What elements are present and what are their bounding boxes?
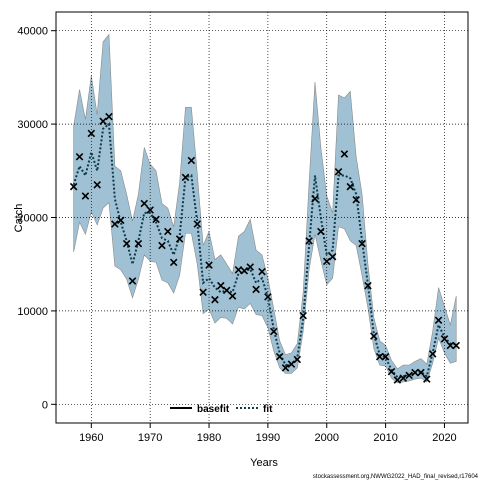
observed-point bbox=[346, 182, 355, 191]
observed-point bbox=[234, 266, 243, 274]
observed-point bbox=[305, 237, 313, 245]
confidence-band bbox=[73, 33, 457, 384]
observed-point bbox=[181, 173, 190, 182]
observed-point bbox=[217, 281, 225, 290]
confidence-band-layer bbox=[73, 33, 457, 384]
observed-point bbox=[152, 215, 160, 224]
observed-point bbox=[258, 267, 266, 276]
observed-point bbox=[287, 360, 296, 368]
x-tick-label: 1970 bbox=[138, 432, 162, 444]
observed-point bbox=[270, 327, 278, 336]
x-tick-label: 2020 bbox=[432, 432, 456, 444]
x-tick-label: 1960 bbox=[79, 432, 103, 444]
observed-point bbox=[158, 241, 166, 250]
observed-point bbox=[69, 182, 78, 191]
observed-markers bbox=[69, 112, 460, 384]
x-tick-label: 2010 bbox=[373, 432, 397, 444]
observed-point bbox=[187, 156, 196, 165]
y-tick-label: 40000 bbox=[17, 26, 48, 38]
observed-point bbox=[358, 239, 366, 248]
observed-point bbox=[399, 374, 408, 382]
observed-point bbox=[193, 220, 202, 228]
observed-point bbox=[293, 355, 302, 364]
observed-point bbox=[164, 227, 172, 236]
observed-point bbox=[228, 292, 237, 300]
x-axis: 1960 1970 1980 1990 2000 2010 2020 bbox=[79, 423, 457, 444]
observed-point bbox=[146, 206, 154, 214]
observed-point bbox=[411, 368, 419, 377]
observed-point bbox=[264, 293, 272, 301]
observed-point bbox=[99, 117, 107, 126]
observed-point bbox=[328, 252, 337, 261]
observed-point bbox=[87, 129, 96, 138]
observed-point bbox=[423, 375, 431, 383]
observed-point bbox=[93, 181, 101, 189]
observed-point bbox=[311, 195, 319, 203]
observed-point bbox=[405, 371, 413, 380]
observed-point bbox=[428, 350, 437, 358]
observed-point bbox=[116, 216, 125, 225]
observed-point bbox=[393, 376, 402, 384]
observed-point bbox=[440, 335, 449, 343]
y-axis-title: Catch bbox=[13, 204, 25, 233]
observed-point bbox=[417, 368, 425, 377]
observed-point bbox=[375, 352, 384, 361]
observed-point bbox=[111, 220, 119, 228]
observed-point bbox=[75, 153, 84, 161]
observed-point bbox=[140, 199, 149, 208]
observed-point bbox=[211, 295, 219, 304]
observed-point bbox=[434, 316, 443, 325]
observed-point bbox=[370, 332, 378, 340]
observed-point bbox=[81, 192, 90, 200]
observed-point bbox=[364, 281, 372, 290]
observed-point bbox=[352, 195, 360, 204]
y-axis: 0 10000 20000 30000 40000 bbox=[17, 26, 56, 411]
x-tick-label: 2000 bbox=[315, 432, 339, 444]
legend-basefit-label: basefit bbox=[197, 404, 230, 415]
observed-point bbox=[246, 263, 254, 271]
legend: basefit fit bbox=[170, 404, 273, 415]
x-tick-label: 1990 bbox=[256, 432, 280, 444]
observed-point bbox=[134, 239, 143, 248]
grid-layer bbox=[56, 12, 468, 423]
observed-point bbox=[122, 239, 131, 248]
observed-point bbox=[334, 167, 343, 176]
y-tick-label: 20000 bbox=[17, 213, 48, 225]
observed-point bbox=[446, 341, 455, 350]
observed-point bbox=[222, 286, 231, 295]
observed-point bbox=[169, 258, 178, 267]
observed-point bbox=[105, 112, 113, 121]
y-tick-label: 0 bbox=[42, 399, 48, 411]
observed-point bbox=[240, 266, 249, 275]
observed-point bbox=[317, 227, 325, 236]
legend-fit-label: fit bbox=[263, 404, 273, 415]
observed-point bbox=[199, 288, 207, 296]
observed-point bbox=[175, 235, 184, 243]
y-tick-label: 10000 bbox=[17, 306, 48, 318]
observed-point bbox=[322, 257, 331, 266]
observed-point bbox=[452, 341, 460, 350]
observed-point bbox=[281, 364, 290, 372]
observed-point bbox=[340, 150, 349, 158]
observed-point bbox=[252, 285, 260, 294]
observed-point bbox=[299, 311, 307, 320]
x-tick-label: 1980 bbox=[197, 432, 221, 444]
observed-point bbox=[387, 367, 396, 376]
observed-point bbox=[205, 261, 213, 269]
x-axis-title: Years bbox=[250, 457, 278, 469]
footnote: stockassessment.org,NWWG2022_HAD_final_r… bbox=[313, 474, 479, 480]
observed-point bbox=[128, 277, 137, 285]
y-tick-label: 30000 bbox=[17, 119, 48, 131]
observed-point bbox=[275, 352, 284, 361]
observed-point bbox=[381, 352, 390, 361]
